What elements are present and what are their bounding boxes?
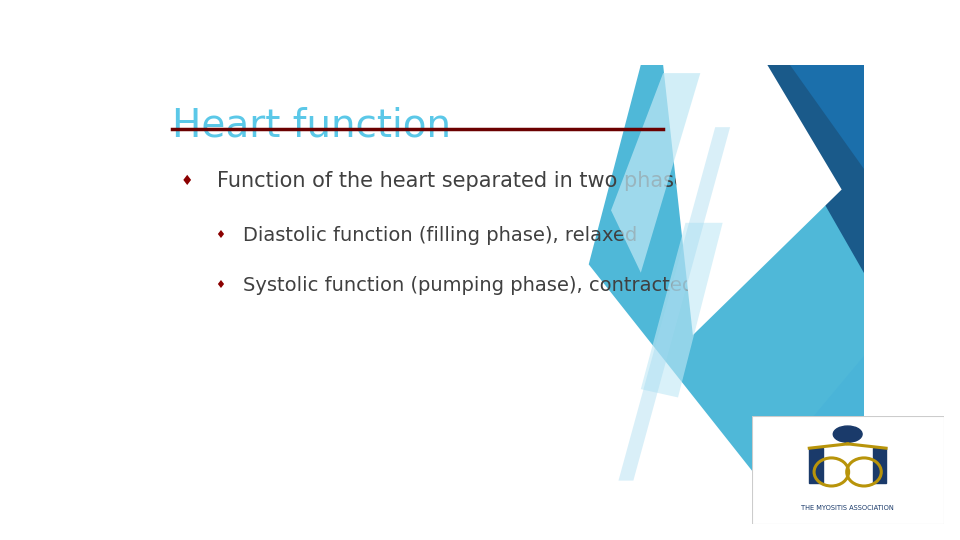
Polygon shape: [618, 127, 730, 481]
Text: Systolic function (pumping phase), contracted: Systolic function (pumping phase), contr…: [243, 276, 694, 295]
Bar: [809, 448, 823, 483]
Polygon shape: [641, 223, 723, 397]
Circle shape: [833, 426, 862, 442]
Polygon shape: [611, 73, 701, 273]
Text: Diastolic function (filling phase), relaxed: Diastolic function (filling phase), rela…: [243, 226, 637, 245]
Text: THE MYOSITIS ASSOCIATION: THE MYOSITIS ASSOCIATION: [802, 504, 894, 511]
Polygon shape: [789, 65, 864, 168]
Text: ♦: ♦: [215, 280, 226, 290]
Text: Function of the heart separated in two phases:: Function of the heart separated in two p…: [217, 171, 705, 191]
Polygon shape: [588, 65, 864, 481]
Polygon shape: [663, 65, 842, 335]
Text: ♦: ♦: [215, 230, 226, 240]
Text: ♦: ♦: [180, 174, 193, 188]
Polygon shape: [618, 356, 864, 481]
Text: Heart function: Heart function: [172, 106, 451, 144]
Bar: [873, 448, 886, 483]
Polygon shape: [745, 65, 864, 273]
